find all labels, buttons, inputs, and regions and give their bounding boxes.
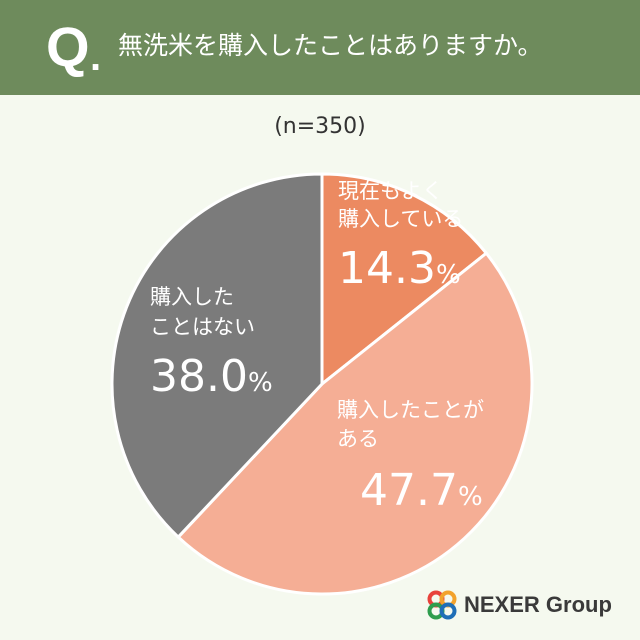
slice-value-never-bought: 38.0%: [150, 352, 273, 408]
slice-label-never-bought-line1: 購入した: [150, 285, 234, 309]
slice-label-never-bought-line2: ことはない: [150, 315, 255, 339]
pie-slice-1: [176, 251, 534, 596]
slice-value-have-bought: 47.7%: [360, 466, 483, 522]
slice-label-currently-buying-line1: 現在もよく: [338, 179, 443, 203]
slice-value-number: 38.0: [150, 351, 248, 402]
percent-sign: %: [457, 482, 483, 512]
percent-sign: %: [247, 368, 273, 398]
nexer-logo-icon: [427, 590, 457, 620]
nexer-logo-text: NEXER Group: [464, 592, 612, 617]
question-text: 無洗米を購入したことはありますか。: [118, 31, 543, 60]
q-mark: Q: [46, 15, 90, 78]
slice-value-currently-buying: 14.3%: [338, 244, 461, 300]
slice-label-have-bought-line1: 購入したことが: [337, 398, 484, 422]
slice-label-currently-buying-line2: 購入している: [338, 207, 464, 231]
percent-sign: %: [435, 260, 461, 290]
sample-size: (n=350): [274, 114, 366, 139]
q-dot: .: [90, 35, 102, 79]
question-header: Q . 無洗米を購入したことはありますか。: [0, 0, 640, 95]
nexer-logo: NEXER Group: [424, 588, 624, 622]
slice-value-number: 14.3: [338, 243, 436, 294]
pie-slice-0: [320, 172, 489, 388]
slice-label-have-bought-line2: ある: [337, 427, 379, 451]
pie-slice-2: [110, 172, 324, 540]
slice-value-number: 47.7: [360, 465, 458, 516]
